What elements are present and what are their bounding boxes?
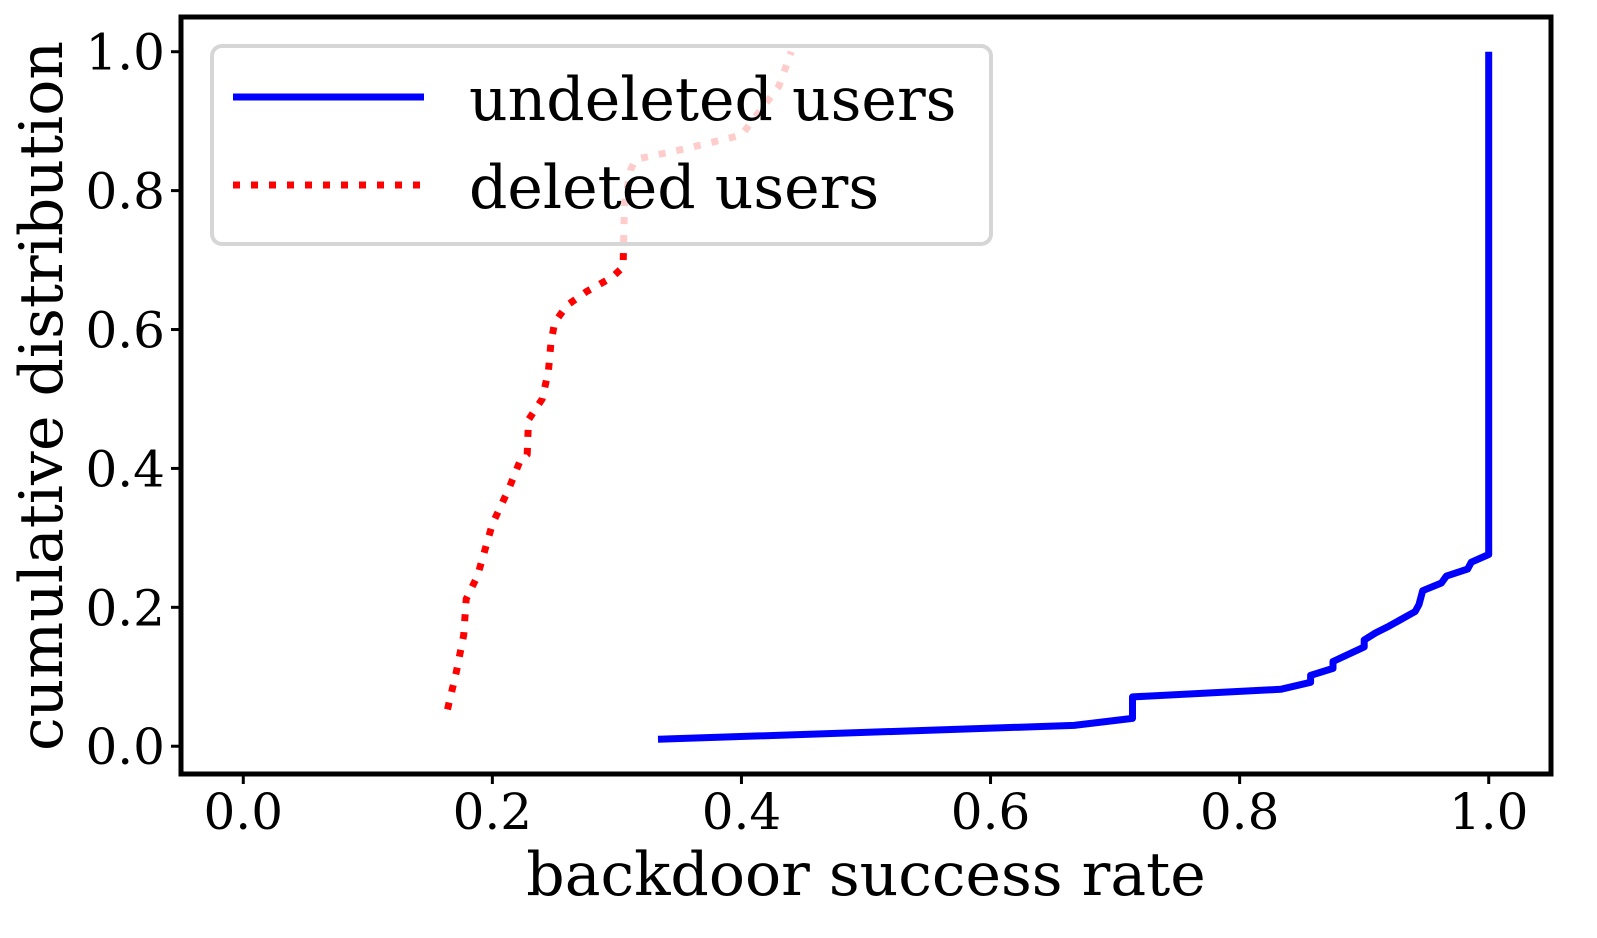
x-tick-label: 0.2 bbox=[453, 783, 533, 841]
legend-label-deleted: deleted users bbox=[469, 153, 879, 223]
plot-frame bbox=[178, 14, 1554, 777]
series-layer bbox=[444, 50, 1493, 743]
x-axis-title: backdoor success rate bbox=[526, 840, 1205, 910]
x-tick-label: 0.6 bbox=[951, 783, 1031, 841]
x-tick-label: 0.8 bbox=[1200, 783, 1280, 841]
x-tick-label: 0.0 bbox=[204, 783, 284, 841]
y-tick-label: 0.2 bbox=[85, 579, 165, 637]
y-axis-title: cumulative distribution bbox=[7, 41, 77, 751]
y-tick-label: 0.0 bbox=[85, 718, 165, 776]
y-tick-label: 0.6 bbox=[85, 302, 165, 360]
series-line-undeleted-users bbox=[657, 51, 1493, 743]
y-tick-label: 0.4 bbox=[85, 440, 165, 498]
y-tick-label: 0.8 bbox=[85, 163, 165, 221]
ticks-layer: 0.0 0.2 0.4 0.6 0.8 1.0 0.0 0.2 0.4 0.6 0.8 1.0 bbox=[85, 24, 1528, 841]
legend: undeleted users deleted users bbox=[210, 44, 993, 246]
x-tick-label: 0.4 bbox=[702, 783, 782, 841]
y-tick-label: 1.0 bbox=[85, 24, 165, 82]
x-tick-label: 1.0 bbox=[1449, 783, 1529, 841]
legend-label-undeleted: undeleted users bbox=[469, 65, 956, 135]
